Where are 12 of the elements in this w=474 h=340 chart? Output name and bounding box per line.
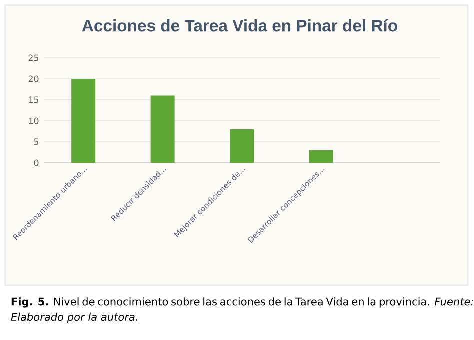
y-tick-label: 25: [28, 54, 39, 62]
bar: [72, 78, 96, 164]
y-tick-label: 5: [34, 138, 39, 146]
y-tick-label: 15: [29, 96, 39, 104]
bar: [230, 129, 254, 164]
text: Fig. 5. Nivel de conocimiento sobre las acciones de la Tarea Vida en la provincia. Fuente: Elaborado por la autora.: [11, 298, 474, 324]
y-tick-label: 10: [29, 118, 39, 124]
bar: [150, 96, 175, 164]
chart-title: Acciones de Tarea Vida en Pinar del Río: [82, 19, 398, 32]
y-tick-label: 20: [28, 76, 39, 82]
bar: [309, 150, 334, 164]
y-tick-label: 0: [34, 160, 39, 166]
